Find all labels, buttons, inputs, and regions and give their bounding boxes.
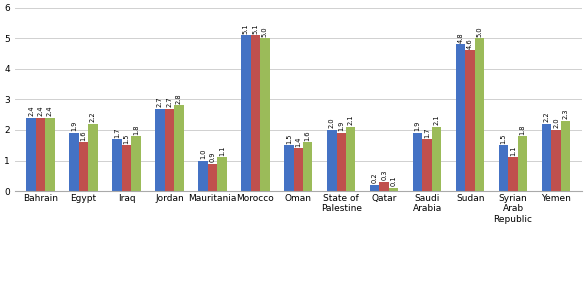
Text: 1.4: 1.4	[295, 136, 301, 147]
Bar	[113, 139, 122, 191]
Bar	[294, 148, 303, 191]
Bar	[509, 157, 518, 191]
Bar	[79, 142, 88, 191]
Bar	[370, 185, 380, 191]
Text: 0.3: 0.3	[381, 170, 387, 180]
Text: 2.3: 2.3	[563, 109, 568, 119]
Bar	[45, 118, 54, 191]
Bar	[465, 51, 475, 191]
Bar	[456, 44, 465, 191]
Text: 2.2: 2.2	[544, 112, 550, 122]
Text: 4.6: 4.6	[467, 38, 473, 49]
Text: 1.8: 1.8	[520, 124, 526, 135]
Text: 1.1: 1.1	[219, 146, 225, 156]
Text: 1.1: 1.1	[510, 146, 516, 156]
Text: 1.9: 1.9	[338, 121, 344, 132]
Text: 1.7: 1.7	[424, 127, 430, 138]
Text: 0.9: 0.9	[209, 151, 216, 162]
Bar	[518, 136, 527, 191]
Bar	[542, 124, 551, 191]
Text: 1.5: 1.5	[124, 133, 130, 144]
Text: 1.0: 1.0	[200, 148, 206, 159]
Bar	[551, 130, 561, 191]
Bar	[88, 124, 98, 191]
Text: 0.1: 0.1	[391, 176, 397, 187]
Bar	[336, 133, 346, 191]
Bar	[36, 118, 45, 191]
Bar	[303, 142, 312, 191]
Bar	[174, 105, 183, 191]
Bar	[155, 108, 165, 191]
Bar	[122, 145, 131, 191]
Bar	[499, 145, 509, 191]
Bar	[284, 145, 294, 191]
Text: 5.0: 5.0	[476, 26, 483, 37]
Text: 2.2: 2.2	[90, 112, 96, 122]
Bar	[260, 38, 270, 191]
Bar	[217, 157, 227, 191]
Bar	[207, 164, 217, 191]
Bar	[423, 139, 432, 191]
Text: 5.0: 5.0	[262, 26, 268, 37]
Text: 5.1: 5.1	[243, 23, 249, 34]
Text: 0.2: 0.2	[372, 173, 378, 183]
Text: 5.1: 5.1	[253, 23, 258, 34]
Bar	[561, 121, 570, 191]
Bar	[346, 127, 356, 191]
Bar	[198, 160, 207, 191]
Text: 2.4: 2.4	[28, 106, 34, 116]
Bar	[251, 35, 260, 191]
Bar	[69, 133, 79, 191]
Bar	[327, 130, 336, 191]
Text: 2.0: 2.0	[553, 118, 559, 128]
Text: 2.7: 2.7	[157, 96, 163, 107]
Text: 1.6: 1.6	[80, 130, 87, 141]
Text: 2.8: 2.8	[176, 93, 182, 104]
Text: 1.9: 1.9	[71, 121, 77, 132]
Text: 2.1: 2.1	[434, 115, 440, 125]
Bar	[26, 118, 36, 191]
Bar	[380, 182, 389, 191]
Text: 2.4: 2.4	[47, 106, 53, 116]
Text: 1.6: 1.6	[305, 130, 311, 141]
Text: 2.7: 2.7	[166, 96, 172, 107]
Bar	[165, 108, 174, 191]
Bar	[432, 127, 441, 191]
Text: 2.4: 2.4	[38, 106, 43, 116]
Bar	[241, 35, 251, 191]
Text: 2.1: 2.1	[347, 115, 354, 125]
Text: 4.8: 4.8	[458, 32, 464, 43]
Text: 1.7: 1.7	[114, 127, 120, 138]
Text: 1.9: 1.9	[415, 121, 421, 132]
Bar	[131, 136, 141, 191]
Text: 1.8: 1.8	[133, 124, 139, 135]
Bar	[413, 133, 423, 191]
Text: 1.5: 1.5	[500, 133, 507, 144]
Bar	[389, 188, 398, 191]
Text: 2.0: 2.0	[329, 118, 335, 128]
Text: 1.5: 1.5	[286, 133, 292, 144]
Bar	[475, 38, 484, 191]
